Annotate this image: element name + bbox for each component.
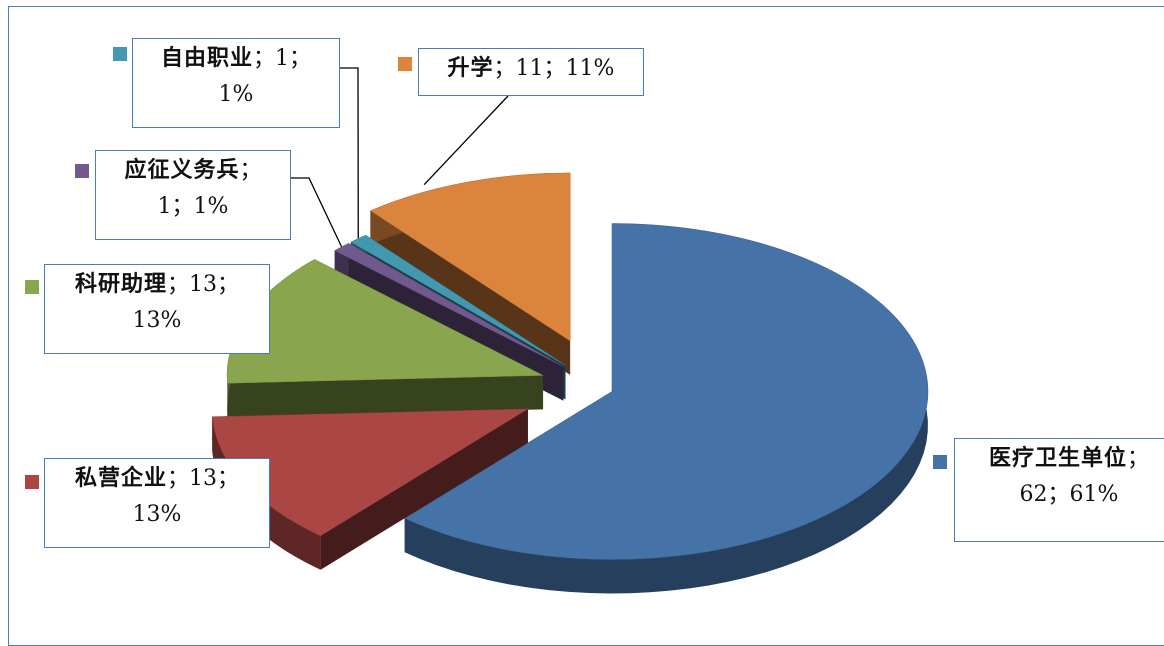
slice-5-top (369, 172, 571, 342)
pie-slices (211, 172, 929, 594)
slice-1-wall (212, 416, 321, 570)
pie-chart (211, 67, 929, 594)
leader-line-4 (340, 67, 359, 239)
data-label-1: 私营企业；13； 13% (44, 458, 270, 548)
leader-line-5 (423, 95, 509, 186)
leader-lines (291, 67, 509, 248)
legend-key-2 (25, 280, 39, 294)
legend-key-5 (398, 57, 412, 71)
slice-0-top (404, 223, 929, 560)
legend-key-0 (933, 455, 947, 469)
slice-1-side-0 (320, 408, 528, 570)
legend-key-3 (75, 164, 89, 178)
legend-key-4 (113, 47, 127, 61)
data-label-0: 医疗卫生单位； 62；61% (954, 438, 1164, 542)
leader-line-3 (291, 177, 343, 248)
slice-0-wall (404, 223, 928, 594)
slice-4-top (350, 234, 566, 366)
slice-5-side-0 (370, 210, 571, 375)
data-label-4: 自由职业；1； 1% (132, 38, 340, 128)
slice-2-side-0 (227, 375, 544, 418)
data-label-3: 应征义务兵； 1；1% (95, 150, 291, 240)
data-label-2: 科研助理；13； 13% (44, 264, 270, 354)
slice-3-top (334, 243, 564, 367)
legend-key-1 (25, 475, 39, 489)
data-label-5: 升学；11；11% (418, 48, 644, 96)
